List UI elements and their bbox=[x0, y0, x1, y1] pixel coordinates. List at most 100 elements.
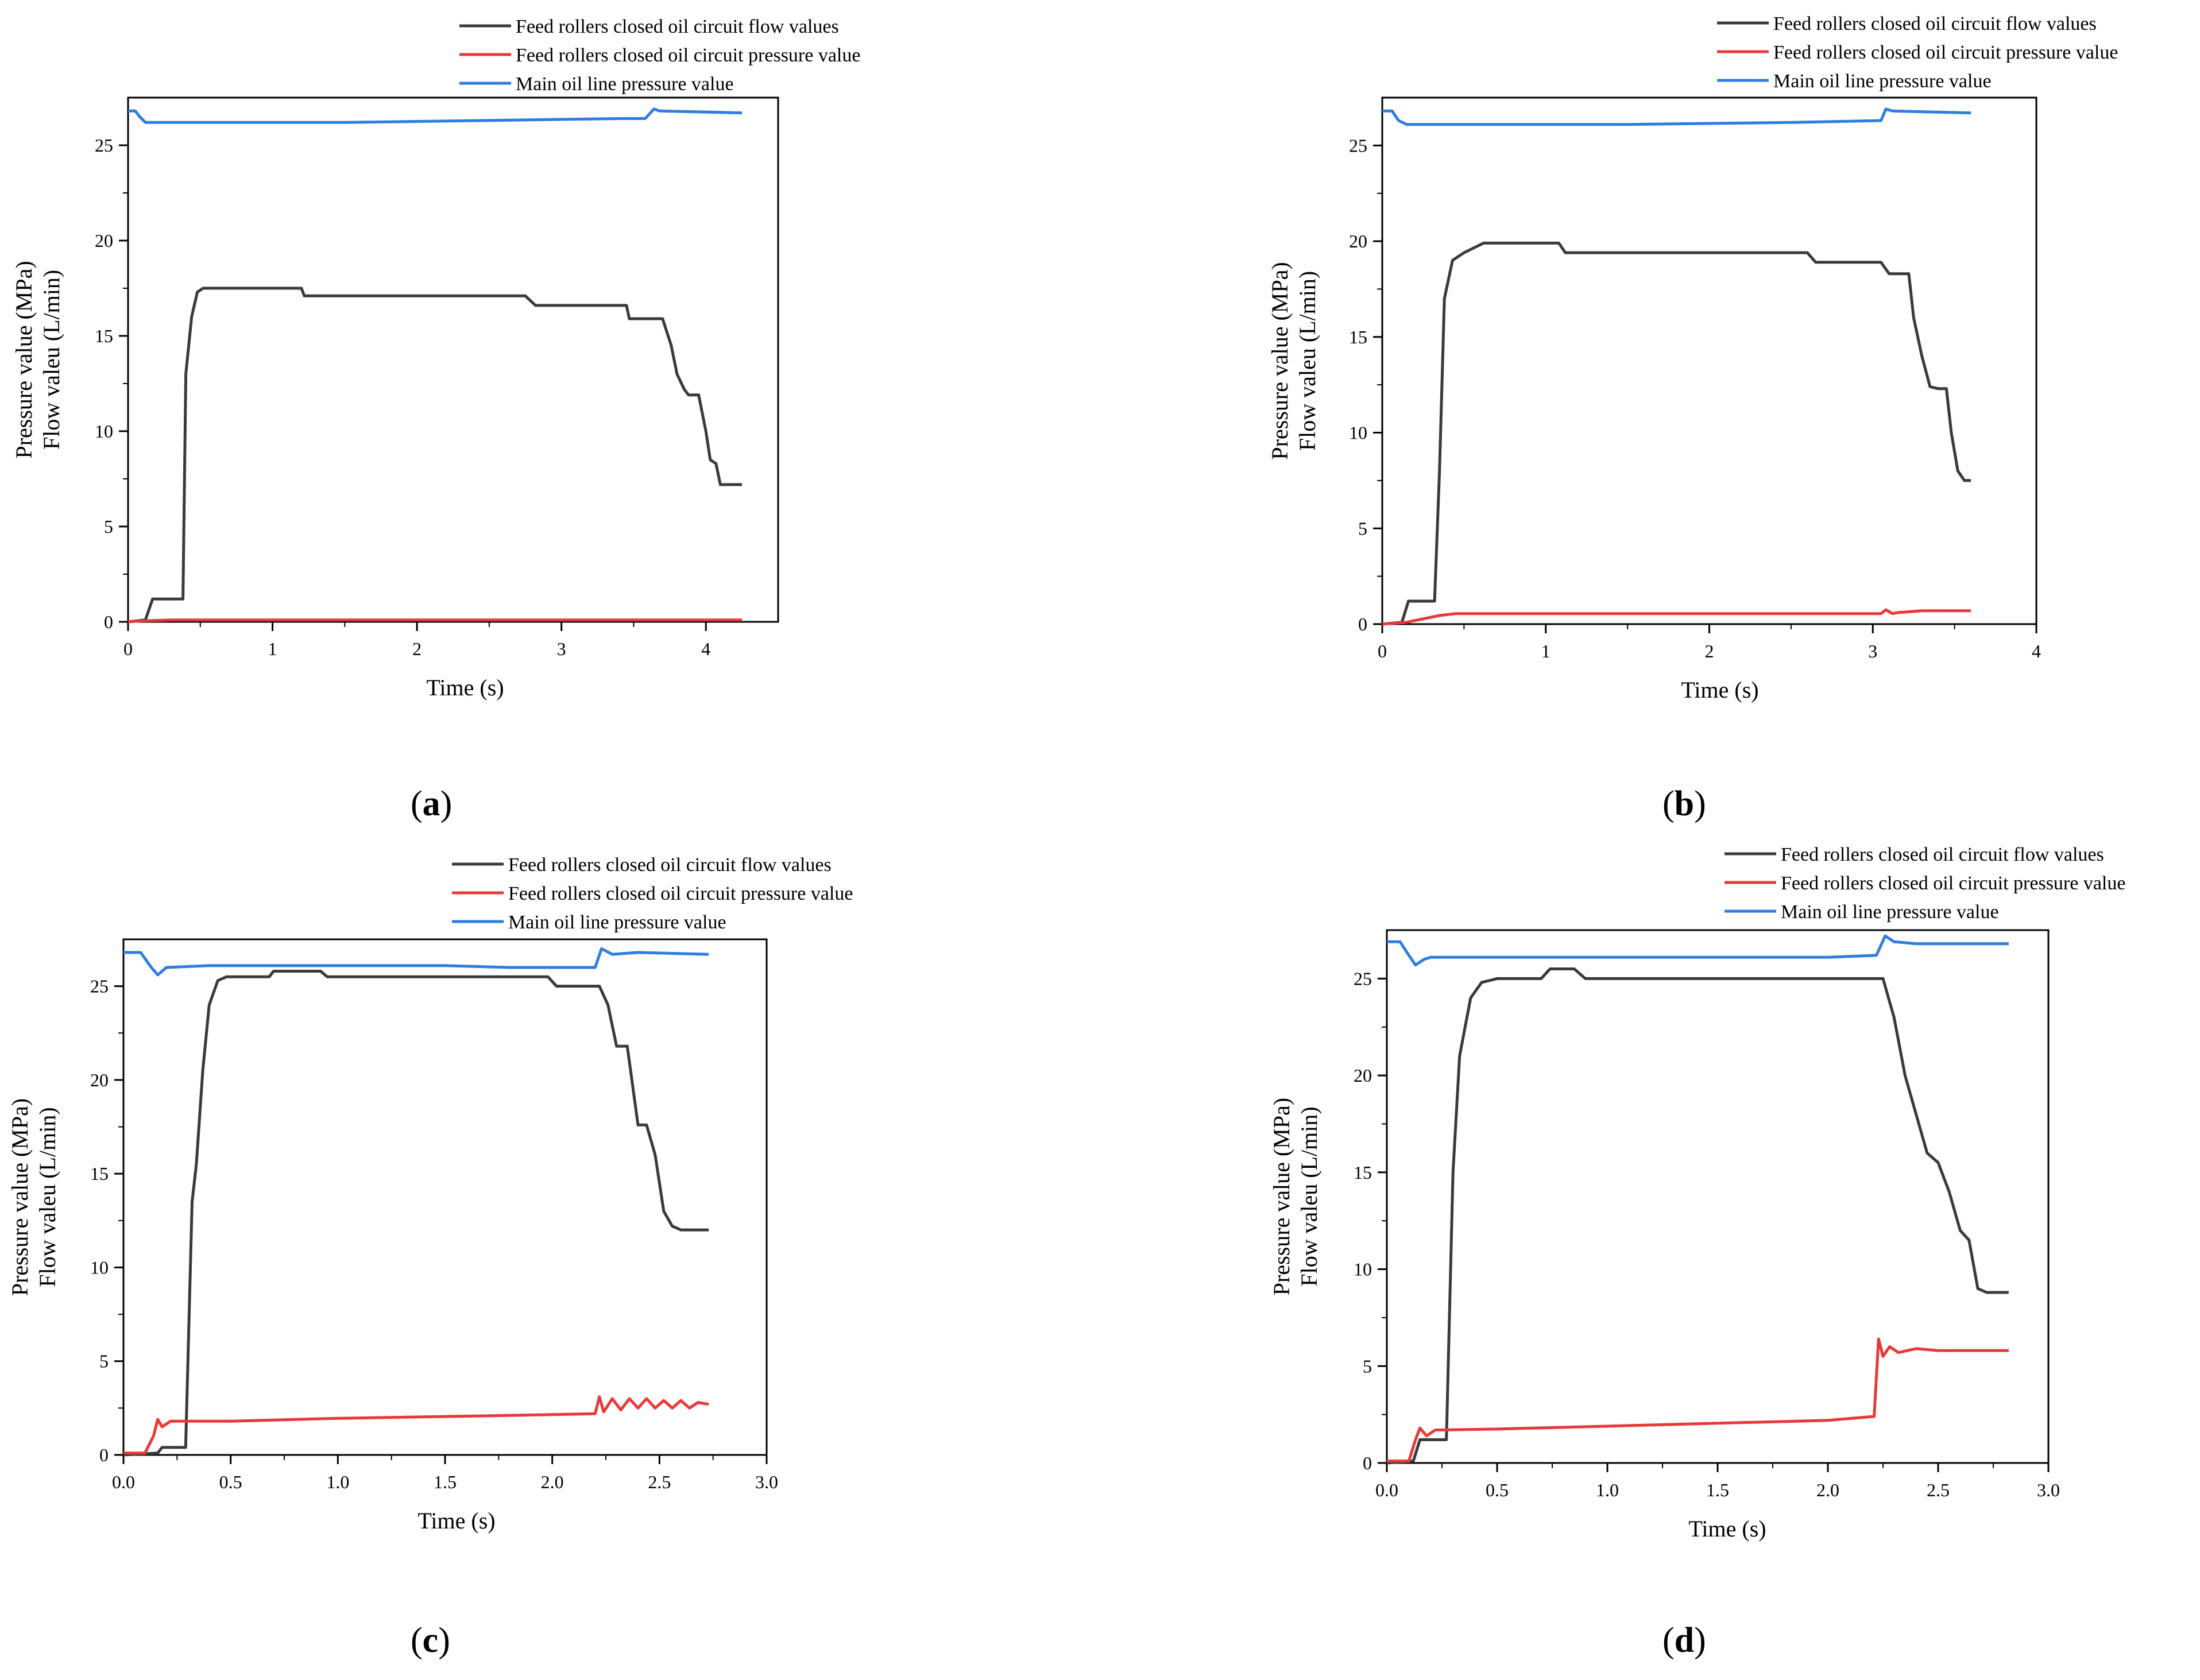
legend-label: Feed rollers closed oil circuit pressure… bbox=[516, 45, 860, 66]
chart-panel-a: 0 1 2 3 4 0 5 10 15 20 25 Time (s) Pressure value (M… bbox=[11, 16, 860, 823]
x-tick-label: 2.0 bbox=[541, 1472, 564, 1492]
y-tick-label: 10 bbox=[95, 421, 113, 442]
y-tick-label: 0 bbox=[104, 611, 113, 632]
chart-panel-c: 0.0 0.5 1.0 1.5 2.0 2.5 3.0 0 5 10 15 20 25 Time (s) P… bbox=[7, 854, 853, 1660]
panel-label-paren: ) bbox=[1694, 784, 1706, 823]
panel-label-paren: ) bbox=[438, 1621, 450, 1660]
series-line-flow bbox=[1386, 967, 2009, 1465]
x-tick-label: 1.0 bbox=[1596, 1480, 1619, 1500]
x-tick-label: 2.0 bbox=[1816, 1480, 1839, 1500]
panel-label-paren: ( bbox=[411, 1621, 423, 1660]
legend-label: Feed rollers closed oil circuit flow val… bbox=[516, 16, 839, 37]
y-tick-label: 20 bbox=[95, 230, 113, 251]
series-line-circuit_pressure bbox=[123, 1395, 709, 1455]
y-tick-label: 20 bbox=[90, 1070, 109, 1090]
legend-label: Main oil line pressure value bbox=[508, 912, 726, 933]
panel-label-paren: ( bbox=[411, 784, 423, 823]
x-tick-label: 3.0 bbox=[2037, 1480, 2060, 1500]
y-axis-title-line: Flow valeu (L/min) bbox=[1294, 271, 1320, 451]
x-tick-label: 0 bbox=[123, 638, 133, 659]
legend-label: Feed rollers closed oil circuit pressure… bbox=[508, 883, 853, 904]
y-axis-title-line: Pressure value (MPa) bbox=[1267, 262, 1293, 459]
y-tick-label: 0 bbox=[1358, 614, 1367, 634]
legend-label: Feed rollers closed oil circuit flow val… bbox=[1773, 13, 2097, 34]
series-line-flow bbox=[127, 287, 743, 624]
panel-label-paren: ( bbox=[1662, 1621, 1675, 1660]
series-line-main_pressure bbox=[128, 107, 743, 124]
series-line-flow bbox=[1382, 241, 1971, 626]
panel-label-paren: ) bbox=[1694, 1621, 1706, 1660]
series-line-circuit_pressure bbox=[1382, 608, 1971, 626]
y-axis-title-line: Pressure value (MPa) bbox=[1269, 1098, 1294, 1295]
y-tick-label: 5 bbox=[1358, 518, 1367, 539]
panel-label-letter: a bbox=[423, 784, 440, 823]
y-axis-title-line: Flow valeu (L/min) bbox=[38, 270, 64, 450]
x-tick-label: 0.5 bbox=[219, 1472, 242, 1492]
legend-label: Main oil line pressure value bbox=[516, 73, 734, 95]
y-tick-label: 25 bbox=[1354, 968, 1372, 989]
y-tick-label: 5 bbox=[104, 516, 113, 537]
x-tick-label: 3 bbox=[1868, 641, 1877, 661]
legend-label: Main oil line pressure value bbox=[1781, 901, 1999, 923]
x-axis-title: Time (s) bbox=[1681, 677, 1758, 703]
y-tick-label: 25 bbox=[90, 976, 109, 997]
panel-label-paren: ( bbox=[1662, 784, 1675, 823]
x-tick-label: 1 bbox=[1541, 641, 1551, 661]
y-tick-label: 0 bbox=[99, 1445, 109, 1465]
plot-frame bbox=[1381, 96, 2037, 625]
x-tick-label: 2 bbox=[412, 638, 422, 659]
chart-panel-b: 0 1 2 3 4 0 5 10 15 20 25 Time (s) Pressure value (M… bbox=[1267, 13, 2118, 823]
y-tick-label: 15 bbox=[95, 326, 113, 346]
legend-label: Feed rollers closed oil circuit pressure… bbox=[1781, 873, 2125, 894]
x-axis-title: Time (s) bbox=[1688, 1516, 1766, 1542]
series-line-circuit_pressure bbox=[127, 618, 743, 624]
legend-label: Main oil line pressure value bbox=[1773, 71, 1992, 92]
x-tick-label: 0 bbox=[1378, 641, 1387, 661]
panel-label-paren: ) bbox=[440, 784, 453, 823]
series-line-main_pressure bbox=[1382, 107, 1971, 126]
y-tick-label: 5 bbox=[1363, 1356, 1372, 1376]
panel-label-letter: b bbox=[1675, 784, 1694, 823]
y-tick-label: 25 bbox=[1349, 135, 1367, 156]
series-line-main_pressure bbox=[123, 947, 709, 977]
series-line-main_pressure bbox=[1387, 934, 2009, 967]
series-line-circuit_pressure bbox=[1387, 1337, 2009, 1463]
y-tick-label: 10 bbox=[90, 1257, 109, 1278]
x-tick-label: 0.5 bbox=[1486, 1480, 1509, 1500]
x-tick-label: 4 bbox=[701, 638, 710, 659]
legend-label: Feed rollers closed oil circuit pressure… bbox=[1773, 42, 2118, 63]
chart-panel-d: 0.0 0.5 1.0 1.5 2.0 2.5 3.0 0 5 10 15 20 25 Time (s) P… bbox=[1269, 844, 2125, 1660]
x-tick-label: 3.0 bbox=[755, 1472, 778, 1492]
x-axis-title: Time (s) bbox=[417, 1508, 495, 1534]
legend-label: Feed rollers closed oil circuit flow val… bbox=[1781, 844, 2104, 865]
x-tick-label: 2 bbox=[1705, 641, 1714, 661]
panel-label: (b) bbox=[1662, 784, 1706, 823]
x-tick-label: 0.0 bbox=[112, 1472, 135, 1492]
y-tick-label: 15 bbox=[1349, 327, 1367, 347]
x-tick-label: 1.5 bbox=[434, 1472, 457, 1492]
x-tick-label: 1.0 bbox=[326, 1472, 349, 1492]
plot-frame bbox=[122, 938, 768, 1456]
panel-label-letter: d bbox=[1675, 1621, 1694, 1660]
panel-label: (d) bbox=[1662, 1621, 1706, 1660]
x-tick-label: 2.5 bbox=[648, 1472, 671, 1492]
x-tick-label: 1.5 bbox=[1706, 1480, 1729, 1500]
y-tick-label: 5 bbox=[99, 1351, 109, 1372]
plot-frame bbox=[127, 96, 779, 623]
x-axis-title: Time (s) bbox=[426, 675, 504, 700]
series-line-flow bbox=[123, 970, 709, 1457]
y-tick-label: 15 bbox=[1354, 1162, 1372, 1183]
x-tick-label: 2.5 bbox=[1927, 1480, 1950, 1500]
y-tick-label: 10 bbox=[1354, 1259, 1372, 1280]
y-tick-label: 15 bbox=[90, 1163, 109, 1184]
y-axis-title-line: Flow valeu (L/min) bbox=[1296, 1106, 1322, 1286]
x-tick-label: 3 bbox=[557, 638, 566, 659]
panel-label-letter: c bbox=[423, 1621, 439, 1660]
y-tick-label: 25 bbox=[95, 135, 113, 156]
y-axis-title-line: Pressure value (MPa) bbox=[11, 261, 37, 458]
x-tick-label: 1 bbox=[268, 638, 277, 659]
y-tick-label: 20 bbox=[1349, 231, 1367, 251]
panel-label: (c) bbox=[411, 1621, 450, 1660]
x-tick-label: 4 bbox=[2032, 641, 2041, 661]
